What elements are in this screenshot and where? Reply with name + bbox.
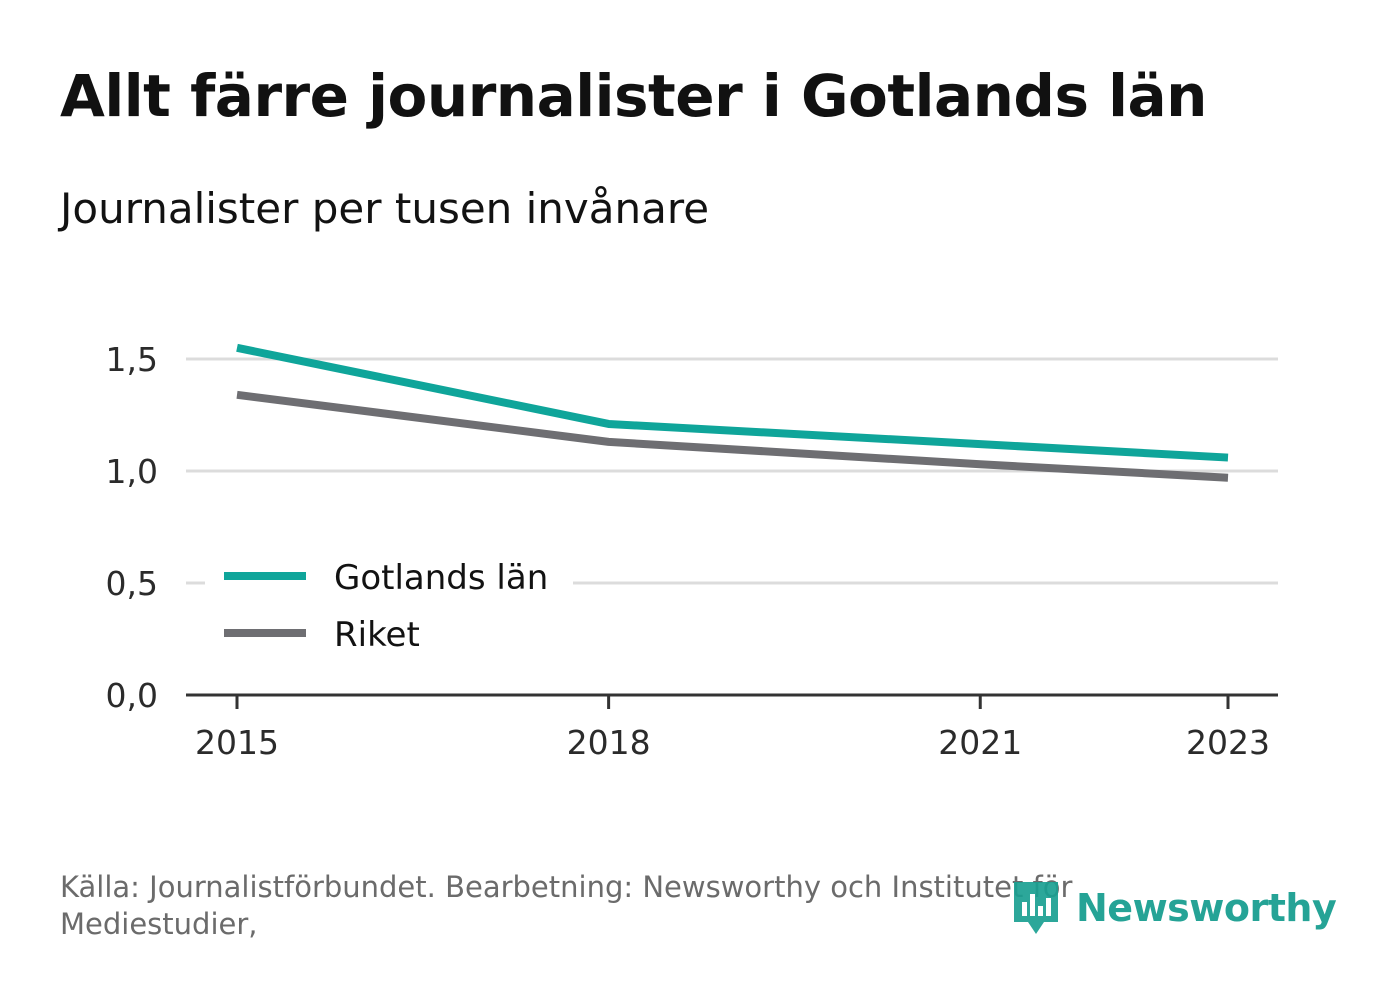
brand-logo: Newsworthy xyxy=(1010,876,1337,940)
axes: 0,0 0,5 1,0 1,5 2015 2018 2021 2023 xyxy=(106,340,1278,762)
legend: Gotlands län Riket xyxy=(205,552,573,662)
series-line-gotlands-lan xyxy=(236,343,1229,462)
y-tick-label: 0,5 xyxy=(106,564,158,603)
x-tick-label: 2018 xyxy=(567,723,651,762)
newsworthy-logo-icon xyxy=(1014,882,1058,934)
y-tick-label: 1,5 xyxy=(106,340,158,379)
x-tick-label: 2015 xyxy=(195,723,279,762)
y-tick-label: 1,0 xyxy=(106,452,158,491)
series-line-riket xyxy=(236,390,1229,482)
chart-subtitle: Journalister per tusen invånare xyxy=(60,184,710,233)
brand-name: Newsworthy xyxy=(1076,886,1337,930)
x-tick-label: 2021 xyxy=(938,723,1022,762)
legend-label-riket: Riket xyxy=(334,615,420,655)
x-tick-label: 2023 xyxy=(1186,723,1270,762)
source-note: Källa: Journalistförbundet. Bearbetning:… xyxy=(60,870,1073,941)
legend-label-gotlands-lan: Gotlands län xyxy=(334,558,548,598)
y-tick-label: 0,0 xyxy=(106,676,158,715)
legend-background xyxy=(205,552,573,662)
chart-title: Allt färre journalister i Gotlands län xyxy=(60,62,1207,130)
series-lines xyxy=(236,343,1229,482)
